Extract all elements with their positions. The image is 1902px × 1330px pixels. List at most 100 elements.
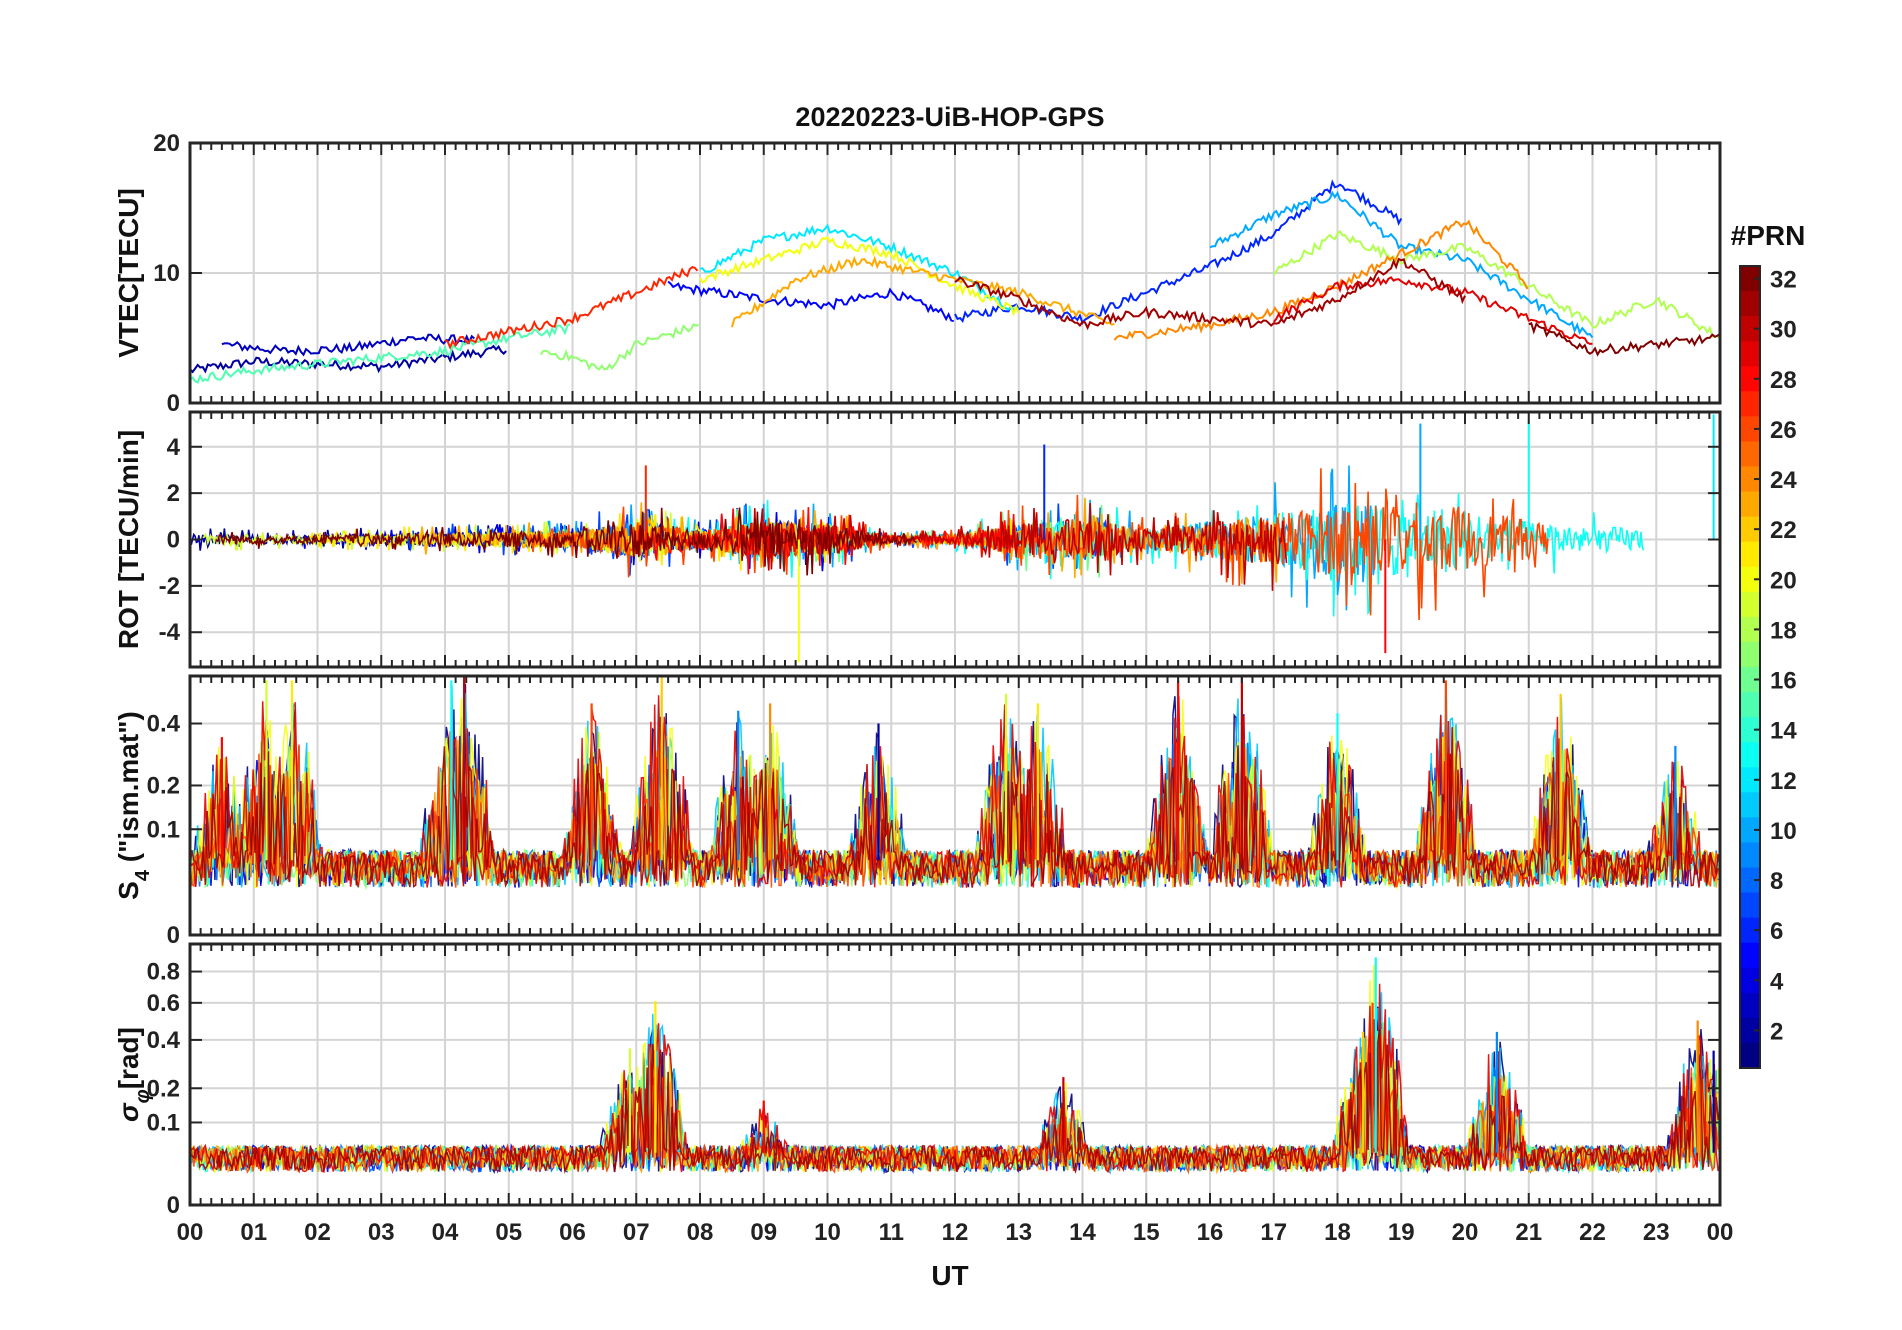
data-layer (190, 957, 1719, 1175)
colorbar-segment (1740, 817, 1760, 844)
y-tick-label: 0.8 (147, 959, 180, 986)
colorbar-segment (1740, 1042, 1760, 1069)
colorbar-segment (1740, 917, 1760, 944)
vtec-series-line (699, 236, 1020, 317)
colorbar-segment (1740, 867, 1760, 894)
colorbar-segment (1740, 892, 1760, 919)
x-tick-label: 14 (1069, 1219, 1096, 1246)
colorbar-tick-label: 2 (1770, 1018, 1783, 1045)
y-tick-label: 0.6 (147, 990, 180, 1017)
x-axis-label: UT (931, 1260, 968, 1291)
colorbar-segment (1740, 366, 1760, 392)
y-axis-label: VTEC[TECU] (113, 188, 144, 358)
vtec-series-line (1273, 229, 1720, 340)
colorbar-segment (1740, 641, 1760, 668)
panel-vtec: 0 10 20 VTEC[TECU] (113, 130, 1722, 417)
sigma-series-line (190, 1019, 1719, 1174)
y-axis-label: σφ[rad] (113, 1027, 154, 1122)
vtec-series-line (539, 323, 700, 371)
vtec-series-line (190, 323, 571, 384)
colorbar-frame (1739, 265, 1761, 1069)
rot-series-line (635, 507, 1020, 575)
colorbar-segment (1740, 742, 1760, 768)
x-tick-label: 11 (879, 1219, 904, 1246)
x-tick-label: 01 (240, 1219, 267, 1246)
x-tick-label: 03 (368, 1219, 395, 1246)
data-layer (190, 414, 1715, 663)
y-tick-label: 0 (167, 527, 180, 554)
x-tick-label: 00 (177, 1219, 204, 1246)
colorbar-tick-label: 16 (1770, 668, 1797, 695)
colorbar-tick-label: 18 (1770, 617, 1797, 644)
x-tick-label: 07 (623, 1219, 650, 1246)
x-tick-label: 20 (1452, 1219, 1479, 1246)
x-tick-label: 08 (687, 1219, 714, 1246)
x-tick-label: 15 (1133, 1219, 1160, 1246)
panel-s4: 0 0.1 0.2 0.4S4 ("ism.mat") (113, 674, 1722, 949)
colorbar-tick-label: 22 (1770, 517, 1797, 544)
y-tick-label: 10 (153, 260, 180, 287)
colorbar-segment (1740, 416, 1760, 443)
colorbar-segment (1740, 516, 1760, 543)
y-tick-label: 0.2 (147, 772, 180, 799)
y-tick-label: 0.4 (147, 1027, 181, 1054)
vtec-series-line (190, 344, 507, 374)
y-tick-label: 0 (167, 922, 180, 949)
colorbar-segment (1740, 591, 1760, 618)
colorbar-segment (1740, 441, 1760, 468)
vtec-series-line (221, 333, 475, 357)
y-tick-label: 20 (153, 130, 180, 157)
colorbar-segment (1740, 942, 1760, 969)
colorbar-segment (1740, 967, 1760, 994)
x-tick-label: 19 (1388, 1219, 1415, 1246)
colorbar-tick-label: 10 (1770, 818, 1797, 845)
colorbar-segment (1740, 291, 1760, 317)
colorbar-tick-label: 30 (1770, 317, 1797, 344)
s4-series-line (190, 695, 1719, 888)
x-tick-label: 10 (814, 1219, 841, 1246)
colorbar-segment (1740, 992, 1760, 1019)
y-tick-label: 2 (167, 480, 180, 507)
vtec-series-line (954, 179, 1403, 325)
x-tick-label: 04 (432, 1219, 459, 1246)
colorbar-segment (1740, 316, 1760, 342)
x-tick-label: 00 (1707, 1219, 1734, 1246)
colorbar-segment (1740, 842, 1760, 869)
colorbar-tick-label: 32 (1770, 267, 1797, 294)
s4-series-line (190, 735, 1719, 889)
data-layer (190, 179, 1720, 384)
y-tick-label: 0.2 (147, 1075, 180, 1102)
colorbar-segment (1740, 616, 1760, 643)
y-axis-label: S4 ("ism.mat") (113, 711, 154, 900)
vtec-series-line (1209, 190, 1594, 339)
colorbar-segment (1740, 541, 1760, 568)
colorbar-tick-label: 4 (1770, 968, 1784, 995)
x-tick-label: 18 (1324, 1219, 1351, 1246)
vtec-series-line (954, 257, 1466, 331)
y-tick-label: 0.4 (147, 711, 181, 738)
colorbar-tick-label: 28 (1770, 367, 1797, 394)
colorbar-segment (1740, 667, 1760, 693)
vtec-series-line (1528, 321, 1720, 357)
y-axis-label: ROT [TECU/min] (113, 430, 144, 649)
y-tick-label: -4 (159, 619, 181, 646)
x-tick-label: 09 (750, 1219, 777, 1246)
rot-series-line (215, 507, 917, 576)
x-tick-label: 22 (1579, 1219, 1606, 1246)
y-tick-label: 0.1 (147, 1109, 180, 1136)
colorbar-tick-label: 6 (1770, 918, 1783, 945)
colorbar-segment (1740, 767, 1760, 793)
vtec-series-line (667, 280, 954, 323)
colorbar-segment (1740, 391, 1760, 417)
colorbar-segment (1740, 266, 1760, 292)
data-layer (190, 676, 1719, 891)
colorbar-segment (1740, 717, 1760, 743)
colorbar-segment (1740, 341, 1760, 367)
y-tick-label: 0 (167, 1192, 180, 1219)
y-tick-label: 0 (167, 390, 180, 417)
panel-sigma: 0 0.1 0.2 0.4 0.6 0.8 σφ[rad] (113, 942, 1722, 1219)
colorbar-segment (1740, 491, 1760, 518)
colorbar-tick-label: 12 (1770, 768, 1797, 795)
